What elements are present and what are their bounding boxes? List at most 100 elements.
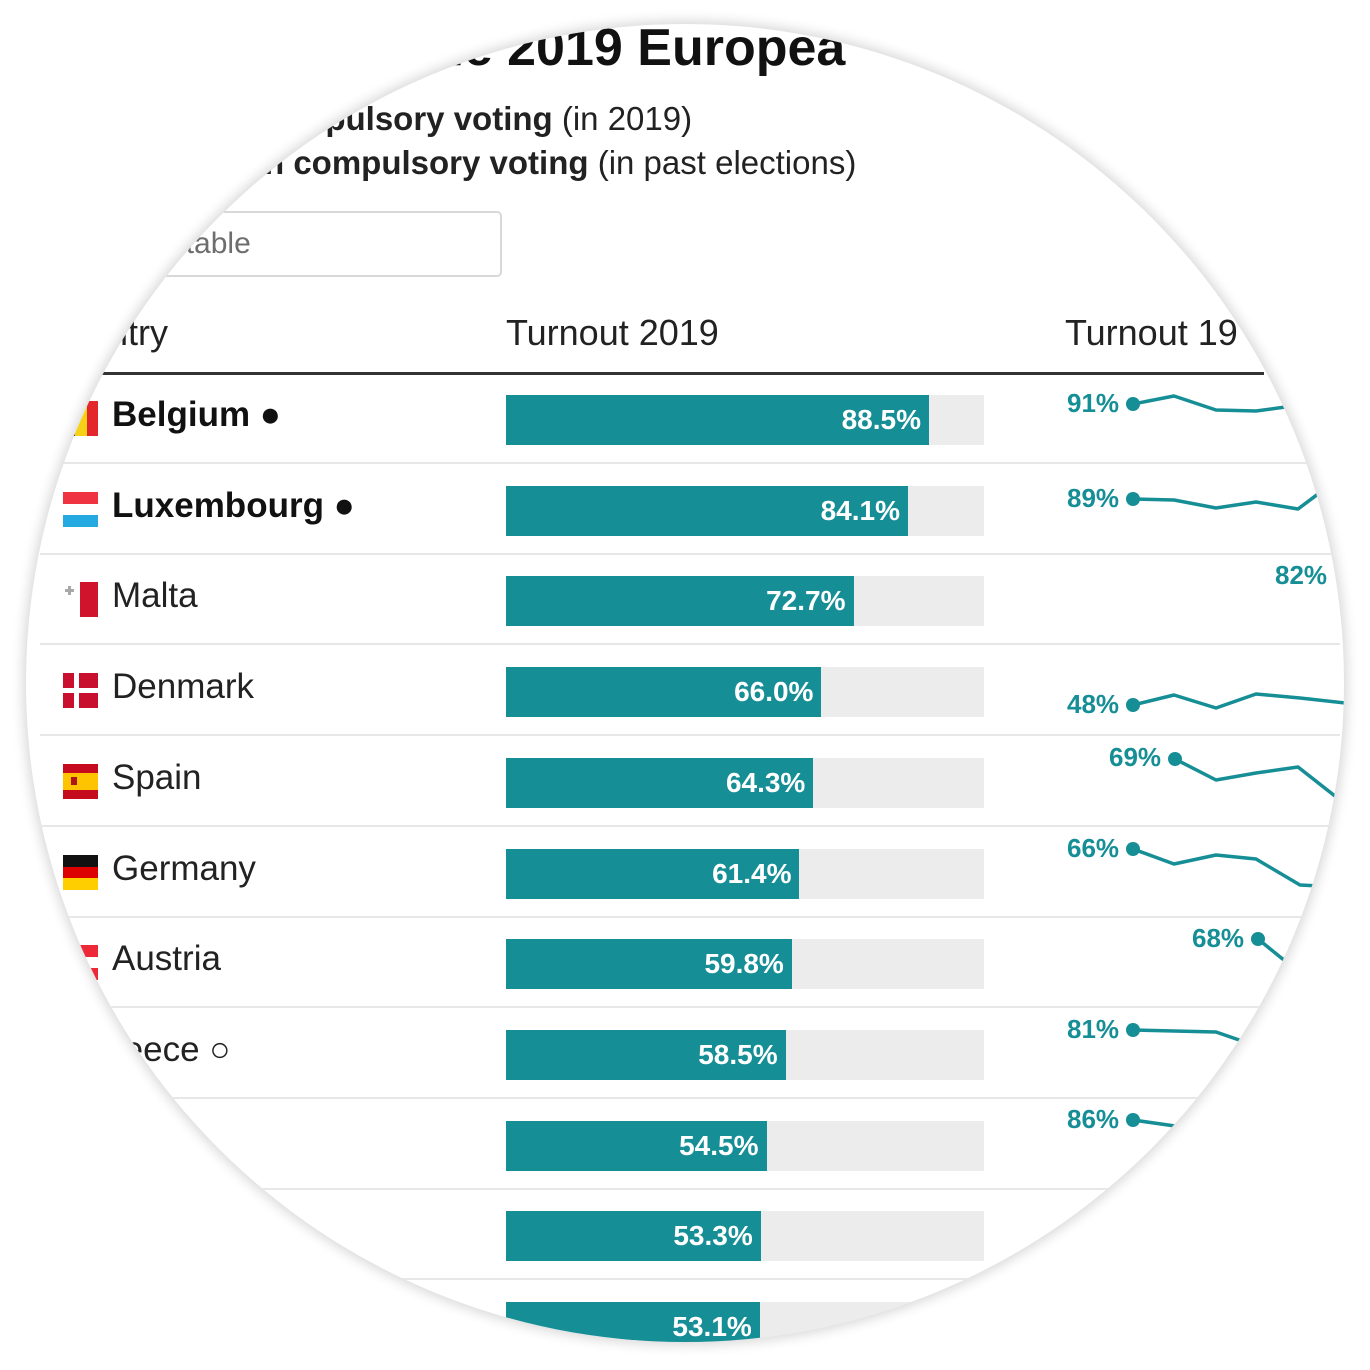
sparkline-start-dot bbox=[1126, 397, 1140, 411]
table-row[interactable]: 53.3% bbox=[40, 1190, 1340, 1281]
turnout-value-label: 59.8% bbox=[704, 948, 784, 980]
country-name: Malta bbox=[112, 576, 198, 616]
legend-note-text: (in 2019) bbox=[552, 100, 693, 137]
turnout-bar-track: 53.1% bbox=[506, 1302, 984, 1342]
page-title: he 2019 Europea bbox=[432, 24, 846, 77]
turnout-bar-track: 59.8% bbox=[506, 939, 984, 990]
sparkline-start-label: 91% bbox=[1067, 388, 1119, 418]
column-header-turnout-2019[interactable]: Turnout 2019 bbox=[506, 312, 719, 353]
table-row[interactable]: Denmark 66.0% bbox=[40, 646, 1340, 737]
turnout-bar: 88.5% bbox=[506, 395, 930, 445]
row-divider bbox=[40, 1187, 1340, 1190]
sparkline-start-dot bbox=[1126, 492, 1140, 506]
turnout-bar-track: 72.7% bbox=[506, 576, 984, 627]
table-row[interactable]: Malta 72.7% bbox=[40, 555, 1340, 646]
turnout-bar-track: 54.5% bbox=[506, 1120, 984, 1171]
turnout-value-label: 53.1% bbox=[672, 1311, 752, 1342]
country-name: Luxembourg ● bbox=[112, 485, 355, 525]
turnout-bar: 61.4% bbox=[506, 848, 800, 899]
turnout-bar-track: 88.5% bbox=[506, 395, 984, 445]
turnout-value-label: 54.5% bbox=[679, 1129, 759, 1161]
turnout-sparklines: 91% 89% 82% 48% 69% 66% 68% 81% 86% bbox=[1067, 388, 1344, 1134]
sparkline-path bbox=[1132, 692, 1344, 710]
turnout-sparkline: 68% bbox=[1192, 923, 1292, 967]
country-name: reece ○ bbox=[112, 1029, 231, 1069]
turnout-sparkline: 86% bbox=[1067, 1104, 1176, 1134]
column-header-country[interactable]: ntry bbox=[108, 312, 169, 353]
turnout-bar: 58.5% bbox=[506, 1029, 786, 1080]
turnout-bar-track: 58.5% bbox=[506, 1029, 984, 1080]
row-divider bbox=[40, 462, 1340, 464]
legend-bold-text: n compulsory voting bbox=[264, 144, 589, 181]
denmark-flag-icon bbox=[63, 673, 98, 709]
turnout-value-label: 58.5% bbox=[698, 1038, 778, 1070]
turnout-value-label: 61.4% bbox=[712, 857, 792, 889]
germany-flag-icon bbox=[63, 854, 98, 890]
turnout-value-label: 53.3% bbox=[673, 1220, 753, 1252]
legend-compulsory-past: n compulsory voting (in past elections) bbox=[264, 144, 856, 182]
turnout-value-label: 84.1% bbox=[820, 494, 900, 526]
sparkline-start-label: 69% bbox=[1109, 742, 1161, 772]
header-divider bbox=[40, 372, 1264, 375]
row-divider bbox=[40, 552, 1340, 555]
turnout-value-label: 72.7% bbox=[766, 585, 846, 617]
turnout-bar-track: 66.0% bbox=[506, 667, 984, 718]
turnout-sparkline: 48% bbox=[1067, 689, 1344, 719]
sparkline-start-dot bbox=[1126, 1023, 1140, 1037]
turnout-bar-track: 53.3% bbox=[506, 1211, 984, 1262]
turnout-sparkline: 81% bbox=[1067, 1014, 1246, 1044]
sparkline-start-label: 48% bbox=[1067, 689, 1119, 719]
spain-flag-icon bbox=[63, 763, 98, 799]
table-row[interactable]: 53.1% bbox=[40, 1281, 1340, 1342]
turnout-bar: 72.7% bbox=[506, 576, 854, 627]
row-divider bbox=[40, 1006, 1340, 1009]
sparkline-start-label: 86% bbox=[1067, 1104, 1119, 1134]
sparkline-path bbox=[1132, 394, 1301, 413]
sparkline-start-dot bbox=[1168, 752, 1182, 766]
turnout-value-label: 66.0% bbox=[734, 676, 814, 708]
row-divider bbox=[40, 915, 1340, 918]
sparkline-start-label: 81% bbox=[1067, 1014, 1119, 1044]
table-row[interactable]: reece ○ 58.5% bbox=[40, 1009, 1340, 1099]
table-search-box[interactable] bbox=[40, 211, 502, 277]
turnout-sparkline: 69% bbox=[1109, 742, 1342, 802]
country-name: Spain bbox=[112, 757, 202, 797]
turnout-bar-track: 64.3% bbox=[506, 757, 984, 808]
sparkline-start-dot bbox=[1251, 932, 1265, 946]
row-divider bbox=[40, 824, 1340, 827]
table-row[interactable]: Austria 59.8% bbox=[40, 918, 1340, 1009]
turnout-sparkline: 66% bbox=[1067, 833, 1321, 888]
malta-flag-icon bbox=[63, 582, 98, 618]
sparkline-path bbox=[1132, 483, 1332, 511]
turnout-sparkline: 82% bbox=[1275, 560, 1344, 590]
sparkline-start-dot bbox=[1126, 1113, 1140, 1127]
legend-compulsory-2019: mpulsory voting (in 2019) bbox=[296, 100, 692, 138]
column-header-turnout-trend[interactable]: Turnout 19 bbox=[1065, 312, 1238, 353]
turnout-bar: 54.5% bbox=[506, 1120, 767, 1171]
turnout-bar: 64.3% bbox=[506, 757, 814, 808]
turnout-bar: 66.0% bbox=[506, 667, 822, 718]
search-input[interactable] bbox=[42, 213, 500, 275]
sparkline-start-label: 82% bbox=[1275, 560, 1327, 590]
table-row[interactable]: Belgium ● 88.5% bbox=[40, 374, 1340, 464]
turnout-value-label: 88.5% bbox=[841, 404, 922, 435]
row-divider bbox=[40, 1278, 1340, 1281]
country-name: Austria bbox=[112, 939, 221, 979]
row-divider bbox=[40, 643, 1340, 646]
legend-bold-text: mpulsory voting bbox=[296, 100, 553, 137]
turnout-bar: 53.1% bbox=[506, 1302, 760, 1342]
sparkline-start-dot bbox=[1343, 573, 1344, 581]
table-row[interactable]: Germany 61.4% bbox=[40, 828, 1340, 918]
country-name: Germany bbox=[112, 848, 256, 888]
turnout-sparkline: 89% bbox=[1067, 483, 1332, 513]
austria-flag-icon bbox=[63, 945, 98, 981]
table-row[interactable]: Luxembourg ● 84.1% bbox=[40, 465, 1340, 555]
magnifier-circle: he 2019 Europea mpulsory voting (in 2019… bbox=[26, 24, 1344, 1342]
table-row[interactable]: 54.5% bbox=[40, 1100, 1340, 1190]
legend-note-text: (in past elections) bbox=[588, 144, 857, 181]
belgium-flag-icon bbox=[63, 401, 98, 436]
table-row[interactable]: Spain 64.3% bbox=[40, 737, 1340, 827]
sparkline-start-label: 89% bbox=[1067, 483, 1119, 513]
country-name: Denmark bbox=[112, 667, 254, 707]
